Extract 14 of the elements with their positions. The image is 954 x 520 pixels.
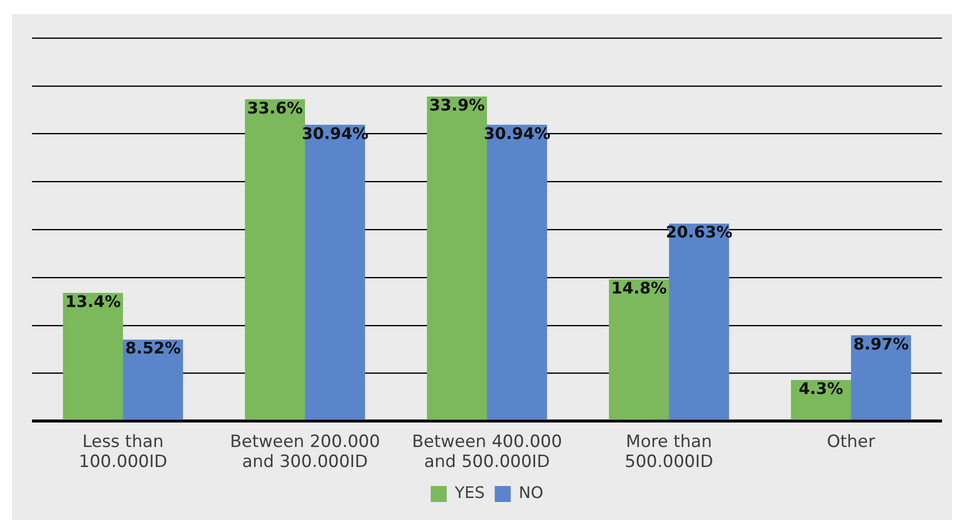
- x-tick-label: Other: [826, 432, 876, 452]
- legend-label: NO: [518, 483, 544, 502]
- x-tick-label: Between 400.000 and 500.000ID: [412, 432, 562, 472]
- x-tick-label: More than 500.000ID: [624, 432, 714, 472]
- x-tick-label: Between 200.000 and 300.000ID: [230, 432, 380, 472]
- data-label: 33.6%: [247, 98, 303, 118]
- data-label: 8.97%: [853, 334, 909, 354]
- x-tick-label: Less than 100.000ID: [78, 432, 168, 472]
- data-label: 14.8%: [611, 278, 667, 298]
- data-label: 13.4%: [65, 292, 121, 311]
- data-label: 4.3%: [798, 379, 844, 398]
- legend-label: YES: [454, 483, 485, 502]
- data-label: 8.52%: [125, 338, 181, 358]
- data-label: 33.9%: [429, 96, 485, 115]
